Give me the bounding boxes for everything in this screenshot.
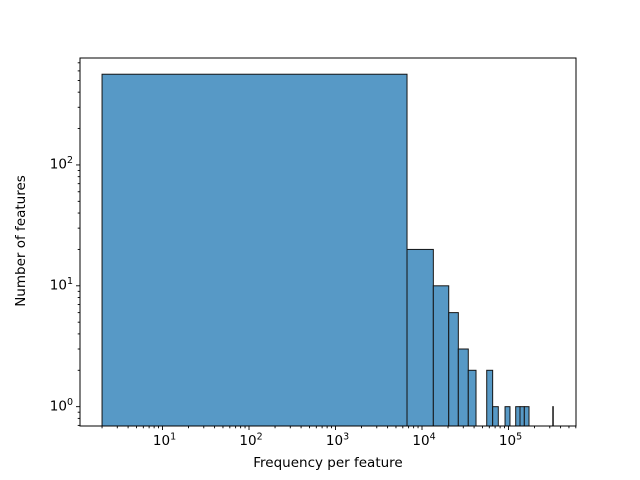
x-tick-label-10e5: 105	[498, 431, 523, 449]
y-tick-label-10e0: 100	[49, 396, 73, 415]
x-axis-label: Frequency per feature	[253, 455, 403, 471]
histogram-bar-7	[492, 406, 499, 427]
histogram-bar-5	[467, 369, 477, 427]
histogram-bar-9	[515, 406, 521, 427]
x-tick-label-10e4: 104	[412, 431, 436, 449]
histogram-bar-1	[406, 248, 434, 427]
histogram-bar-11	[523, 406, 530, 427]
histogram-bar-0	[101, 73, 408, 427]
y-axis-label: Number of features	[13, 175, 29, 307]
y-tick-label-10e2: 102	[49, 154, 73, 173]
x-tick-label-10e3: 103	[325, 431, 350, 449]
histogram-bar-12	[552, 406, 554, 427]
x-tick-label-10e1: 101	[152, 431, 177, 449]
histogram-bar-2	[432, 285, 450, 427]
histogram-bar-4	[457, 348, 469, 427]
axes-spines	[79, 57, 577, 427]
histogram-bar-8	[504, 406, 511, 427]
histogram-bar-3	[448, 312, 459, 427]
histogram-bar-10	[519, 406, 525, 427]
x-tick-label-10e2: 102	[239, 431, 263, 449]
histogram-bar-6	[486, 369, 494, 427]
y-tick-label-10e1: 101	[49, 275, 73, 294]
